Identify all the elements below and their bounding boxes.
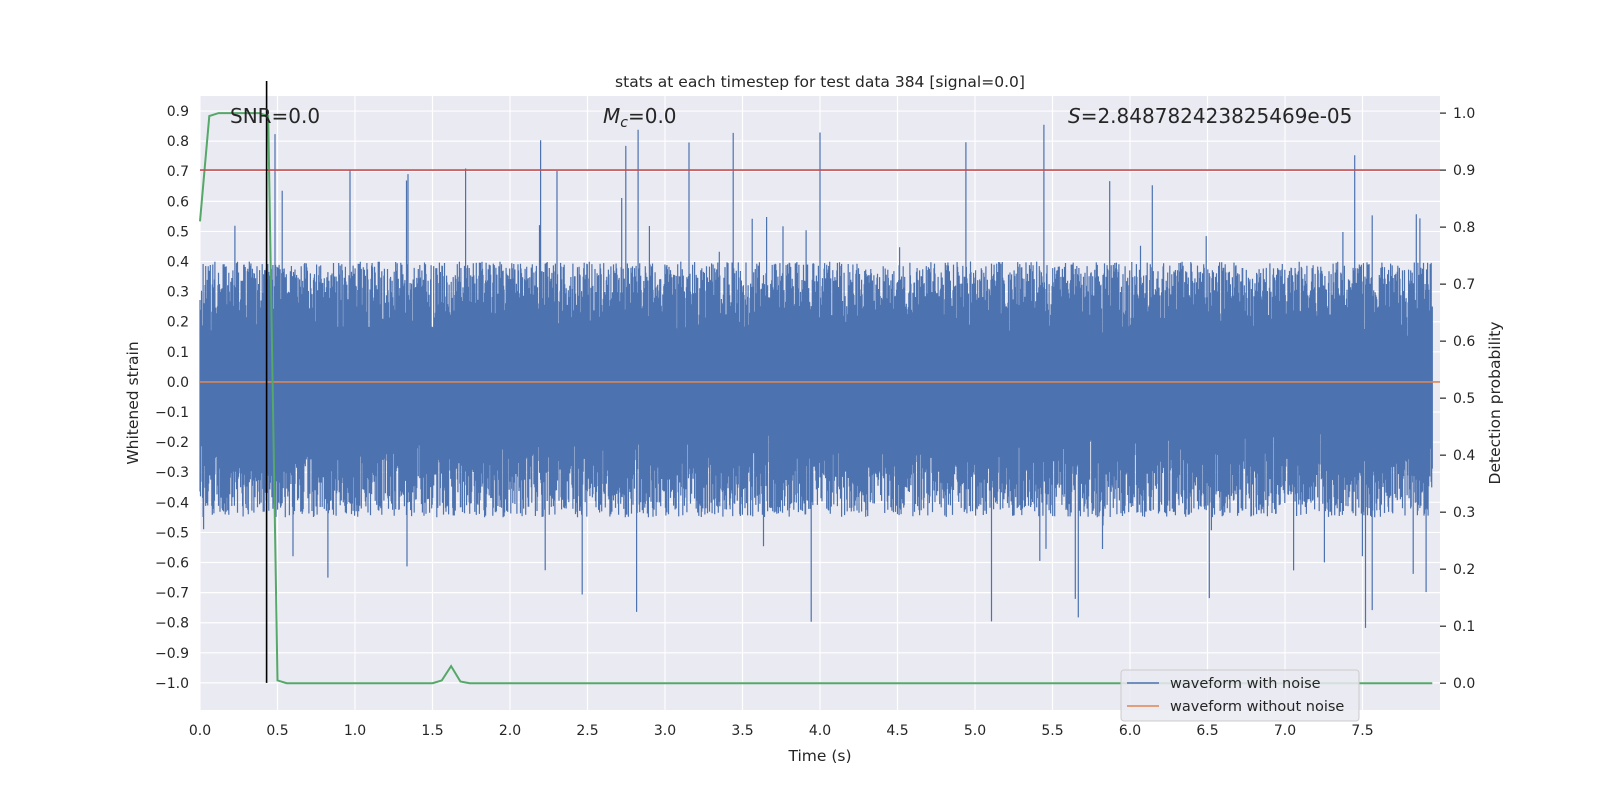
y2-tick-label: 0.6 [1453,334,1475,350]
s-symbol: S [1068,104,1081,128]
legend-label-waveform-without-noise: waveform without noise [1170,699,1344,715]
x-tick-label: 3.0 [654,723,676,739]
x-tick-label: 4.5 [886,723,908,739]
y2-tick-label: 0.1 [1453,619,1475,635]
legend-box [1120,669,1360,722]
x-tick-label: 3.5 [731,723,753,739]
x-tick-label: 5.5 [1041,723,1063,739]
data-layer [199,81,1440,685]
x-tick-label: 6.0 [1119,723,1141,739]
y-tick-label: −0.2 [155,435,189,451]
mc-symbol: M [603,104,620,128]
y-tick-label: 0.2 [167,315,189,331]
snr-annotation: SNR=0.0 [230,104,320,128]
x-tick-label: 1.5 [421,723,443,739]
x-tick-label: 0.5 [266,723,288,739]
y2-tick-label: 0.7 [1453,277,1475,293]
y-tick-label: −0.1 [155,405,189,421]
y-axis-right: 1.0 0.9 0.8 0.7 0.6 0.5 0.4 0.3 0.2 0.1 0.0 [1440,106,1475,692]
y2-tick-label: 0.9 [1453,163,1475,179]
y2-tick-label: 0.5 [1453,391,1475,407]
y-tick-label: −0.8 [155,616,189,632]
legend-label-waveform-with-noise: waveform with noise [1170,676,1321,692]
y2-axis-label: Detection probability [1486,322,1504,485]
mc-annotation: Mc=0.0 [603,104,677,131]
y-tick-label: 0.0 [167,375,189,391]
y-axis-label: Whitened strain [124,341,142,464]
y2-tick-label: 0.3 [1453,505,1475,521]
x-tick-label: 4.0 [809,723,831,739]
x-axis-label: Time (s) [787,747,851,765]
y-tick-label: 0.3 [167,285,189,301]
y2-tick-label: 0.8 [1453,220,1475,236]
y-tick-label: 0.5 [167,224,189,240]
y-tick-label: −0.3 [155,465,189,481]
y2-tick-label: 0.0 [1453,676,1475,692]
y-tick-label: −0.6 [155,556,189,572]
x-tick-label: 2.5 [576,723,598,739]
y-tick-label: −0.9 [155,646,189,662]
legend: waveform with noise waveform without noi… [1120,669,1360,722]
y2-tick-label: 1.0 [1453,106,1475,122]
x-axis: 0.0 0.5 1.0 1.5 2.0 2.5 3.0 3.5 4.0 4.5 5.0 5.5 6.0 6… [189,723,1374,739]
x-tick-label: 5.0 [964,723,986,739]
y-axis-left: 0.9 0.8 0.7 0.6 0.5 0.4 0.3 0.2 0.1 0.0 −0.1 −0.2 −0… [155,104,189,692]
x-tick-label: 0.0 [189,723,211,739]
x-tick-label: 7.0 [1274,723,1296,739]
series-waveform-with-noise [199,124,1433,628]
s-annotation: S=2.848782423825469e-05 [1068,104,1352,128]
y-tick-label: 0.6 [167,194,189,210]
x-tick-label: 1.0 [344,723,366,739]
mc-value: =0.0 [628,104,677,128]
y-tick-label: −0.7 [155,586,189,602]
y-tick-label: 0.9 [167,104,189,120]
y-tick-label: 0.8 [167,134,189,150]
x-tick-label: 7.5 [1351,723,1373,739]
chart-title: stats at each timestep for test data 384… [615,73,1025,91]
series-detection-probability [199,112,1433,685]
y-tick-label: −0.4 [155,495,189,511]
s-value: =2.848782423825469e-05 [1081,104,1353,128]
x-tick-label: 2.0 [499,723,521,739]
y-tick-label: −0.5 [155,525,189,541]
x-tick-label: 6.5 [1196,723,1218,739]
y2-tick-label: 0.4 [1453,448,1475,464]
y-tick-label: 0.1 [167,345,189,361]
y-tick-label: 0.4 [167,255,189,271]
y2-tick-label: 0.2 [1453,562,1475,578]
mc-subscript: c [620,115,628,131]
y-tick-label: −1.0 [155,676,189,692]
y-tick-label: 0.7 [167,164,189,180]
